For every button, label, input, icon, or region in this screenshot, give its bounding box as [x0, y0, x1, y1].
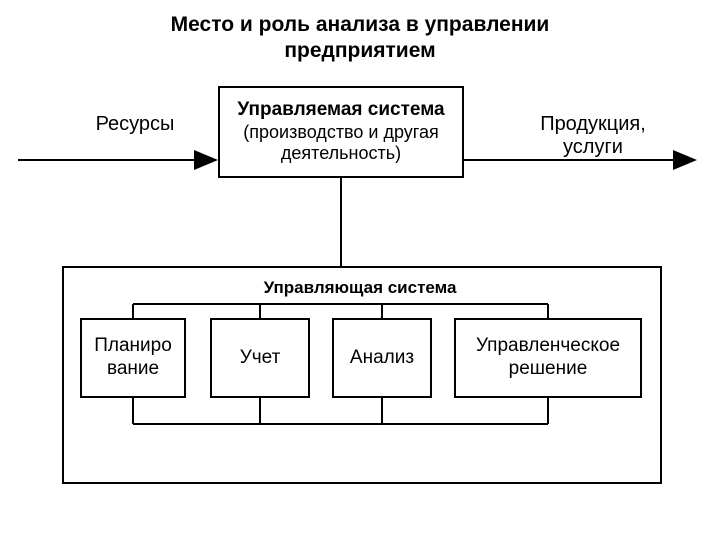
managed-system-subtitle: (производство и другаядеятельность): [243, 122, 438, 165]
planning-box: Планирование: [80, 318, 186, 398]
managed-system-box: Управляемая система (производство и друг…: [218, 86, 464, 178]
controlling-system-title: Управляющая система: [230, 278, 490, 298]
resources-label: Ресурсы: [75, 113, 195, 136]
analysis-box: Анализ: [332, 318, 432, 398]
decision-box: Управленческоерешение: [454, 318, 642, 398]
accounting-box: Учет: [210, 318, 310, 398]
diagram-title: Место и роль анализа в управлениипредпри…: [0, 12, 720, 65]
products-label: Продукция,услуги: [518, 113, 668, 159]
title-text: Место и роль анализа в управлениипредпри…: [171, 13, 550, 62]
managed-system-title: Управляемая система: [237, 99, 444, 122]
